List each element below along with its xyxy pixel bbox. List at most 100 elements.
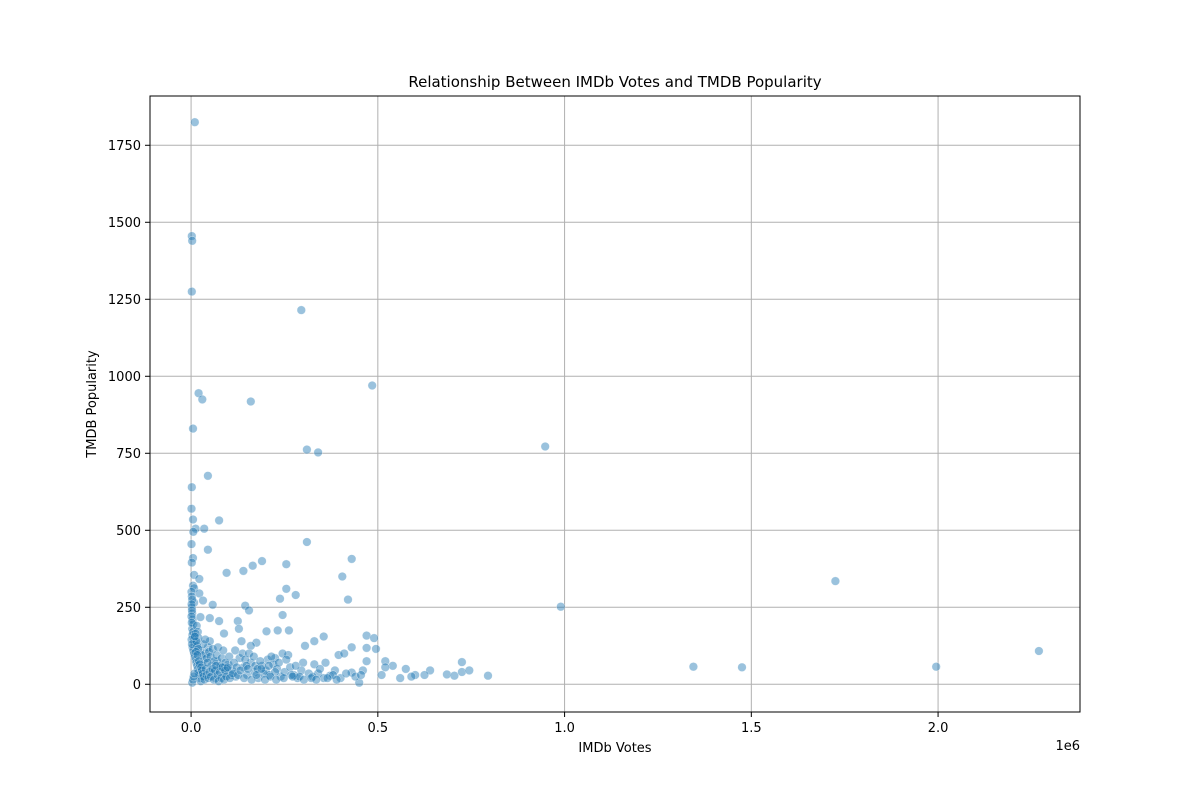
x-tick-label: 1.0 — [554, 721, 575, 736]
scatter-point — [281, 655, 291, 665]
scatter-point — [302, 445, 312, 455]
scatter-point — [214, 616, 224, 626]
scatter-point — [195, 612, 205, 622]
scatter-point — [226, 670, 236, 680]
axis-ticks: 0.0 0.5 1.0 1.5 2.0 0 250 500 750 1000 1250 1500 175… — [108, 139, 949, 736]
scatter-point — [188, 424, 198, 434]
scatter-point — [186, 539, 197, 549]
scatter-point — [275, 594, 285, 604]
scatter-point — [406, 672, 416, 682]
scatter-point — [187, 618, 197, 628]
y-tick-label: 1250 — [108, 293, 141, 308]
scatter-point — [257, 556, 267, 566]
scatter-point — [236, 636, 247, 646]
scatter-point — [246, 396, 256, 407]
scatter-point — [306, 673, 316, 683]
scatter-point — [235, 665, 245, 675]
scatter-point — [276, 672, 286, 682]
y-tick-label: 1000 — [108, 370, 141, 385]
scatter-point — [249, 652, 259, 662]
scatter-point — [198, 595, 208, 606]
scatter-point — [362, 643, 372, 653]
scatter-point — [395, 673, 405, 683]
scatter-point — [315, 664, 325, 674]
scatter-point — [356, 670, 366, 680]
scatter-point — [243, 664, 253, 674]
scatter-point — [188, 527, 198, 537]
scatter-point — [195, 659, 205, 669]
scatter-point — [362, 631, 372, 641]
scatter-point — [217, 653, 227, 663]
scatter-point — [251, 670, 261, 680]
scatter-point — [283, 650, 293, 660]
scatter-point — [302, 537, 312, 547]
scatter-point — [334, 650, 344, 660]
y-tick-label: 1750 — [108, 139, 141, 154]
scatter-point — [266, 652, 276, 662]
scatter-point — [214, 676, 224, 686]
scatter-point — [288, 672, 298, 682]
plot-frame — [149, 95, 1081, 713]
scatter-point — [255, 656, 265, 666]
y-tick-label: 500 — [116, 524, 141, 539]
scatter-point — [203, 545, 213, 555]
x-axis-title: IMDb Votes — [578, 741, 651, 756]
scatter-point — [260, 675, 270, 685]
scatter-point — [343, 595, 353, 605]
scatter-point — [289, 670, 299, 680]
scatter-point — [358, 665, 368, 675]
scatter-point — [330, 665, 340, 675]
scatter-point — [194, 656, 204, 666]
scatter-point — [337, 571, 347, 582]
scatter-point — [281, 559, 291, 569]
scatter-point — [313, 447, 323, 457]
scatter-point — [350, 672, 360, 682]
scatter-point — [296, 305, 306, 315]
y-tick-label: 250 — [116, 601, 141, 616]
scatter-point — [347, 554, 357, 564]
scatter-point — [401, 664, 411, 674]
scatter-point — [186, 587, 197, 597]
scatter-point — [188, 553, 198, 563]
scatter-point — [291, 590, 301, 600]
scatter-point — [457, 657, 467, 667]
scatter-point — [688, 662, 698, 672]
scatter-point — [271, 675, 281, 685]
scatter-point — [931, 662, 941, 672]
scatter-point — [191, 647, 201, 657]
scatter-point — [238, 566, 248, 576]
scatter-point — [187, 236, 197, 246]
y-tick-label: 1500 — [108, 216, 141, 231]
scatter-point — [362, 656, 372, 666]
y-tick-label: 0 — [133, 678, 141, 693]
scatter-point — [246, 641, 256, 651]
scatter-point — [261, 626, 272, 636]
scatter-point — [189, 672, 199, 682]
scatter-point — [240, 601, 250, 611]
scatter-point — [202, 658, 213, 668]
scatter-point — [200, 635, 210, 645]
scatter-point — [377, 670, 387, 680]
scatter-point — [322, 673, 332, 683]
x-tick-label: 2.0 — [928, 721, 949, 736]
scatter-point — [187, 558, 197, 568]
scatter-point — [187, 678, 197, 688]
scatter-point — [341, 668, 351, 679]
scatter-point — [281, 584, 291, 594]
scatter-point — [299, 675, 309, 685]
scatter-point — [309, 659, 319, 669]
chart-title: Relationship Between IMDb Votes and TMDB… — [408, 73, 821, 91]
scatter-point — [213, 642, 223, 652]
scatter-point — [190, 117, 200, 127]
scatter-point — [369, 633, 379, 643]
scatter-point — [192, 621, 202, 631]
grid-lines — [150, 96, 1080, 712]
scatter-point — [410, 670, 420, 680]
scatter-point — [211, 650, 222, 660]
scatter-point — [270, 667, 280, 677]
scatter-point — [224, 652, 234, 662]
scatter-point — [244, 605, 254, 615]
scatter-point — [229, 658, 239, 668]
scatter-point — [425, 665, 435, 675]
scatter-point — [319, 673, 329, 683]
